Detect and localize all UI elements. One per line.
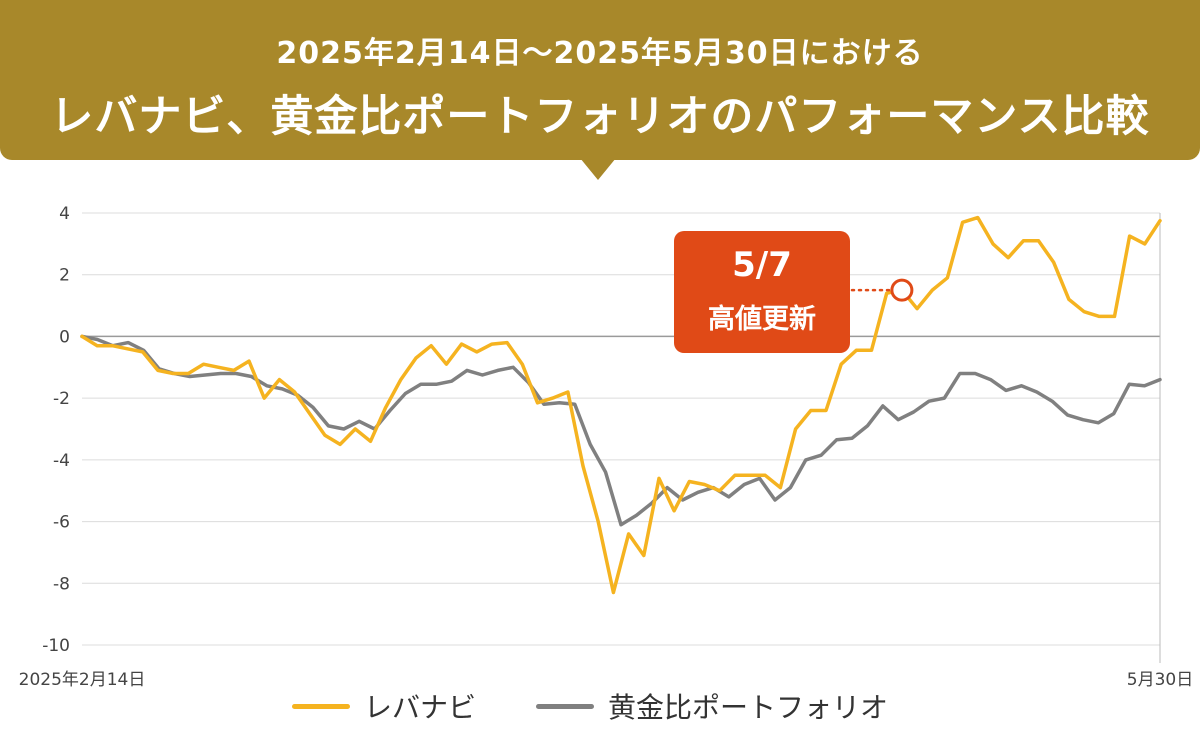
y-tick-label: -4 (53, 451, 70, 471)
chart-legend: レバナビ 黄金比ポートフォリオ (0, 686, 1200, 726)
y-tick-label: -6 (53, 513, 70, 533)
high-record-callout: 5/7 高値更新 (674, 231, 850, 353)
y-tick-label: -10 (42, 636, 70, 656)
callout-date: 5/7 (732, 245, 792, 285)
callout-text: 高値更新 (708, 304, 816, 335)
series-line-golden-ratio (80, 334, 1162, 527)
legend-label-levanavi: レバナビ (364, 691, 477, 724)
legend-item-golden-ratio: 黄金比ポートフォリオ (536, 686, 888, 726)
legend-label-golden-ratio: 黄金比ポートフォリオ (608, 691, 889, 724)
grid-lines (82, 212, 1160, 646)
y-tick-label: -2 (53, 389, 70, 409)
series-line-levanavi (80, 215, 1162, 595)
annotations (850, 278, 914, 302)
series-lines (80, 215, 1162, 595)
legend-swatch-levanavi (292, 703, 350, 709)
x-start-label: 2025年2月14日 (19, 670, 146, 690)
x-end-label: 5月30日 (1127, 670, 1193, 690)
chart-subtitle: 2025年2月14日～2025年5月30日における (276, 36, 924, 71)
y-tick-label: 2 (59, 266, 70, 286)
y-tick-label: 0 (59, 327, 70, 347)
legend-swatch-golden-ratio (536, 703, 594, 709)
y-tick-label: -8 (53, 574, 70, 594)
highlight-marker (890, 278, 914, 302)
legend-item-levanavi: レバナビ (292, 686, 476, 726)
chart-title: レバナビ、黄金比ポートフォリオのパフォーマンス比較 (50, 92, 1150, 142)
axes: 4 2 0 -2 -4 -6 -8 -10 2025年2月14日 5月30日 (19, 204, 1194, 690)
y-tick-label: 4 (59, 204, 70, 224)
banner-pointer (580, 158, 616, 180)
title-banner: 2025年2月14日～2025年5月30日における レバナビ、黄金比ポートフォリ… (0, 0, 1200, 180)
